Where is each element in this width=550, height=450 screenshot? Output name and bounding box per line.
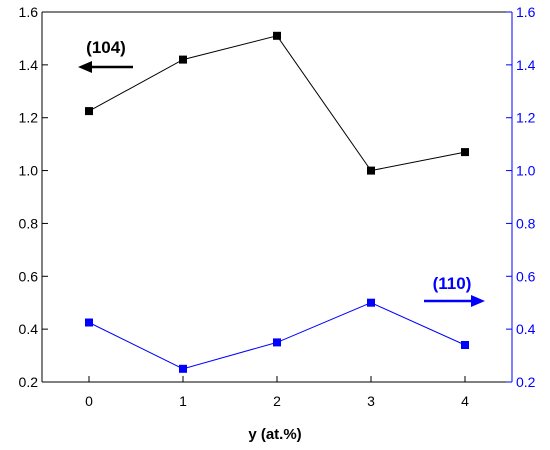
y-left-tick-label: 0.2	[19, 374, 39, 390]
annotation-110-label: (110)	[433, 274, 472, 293]
series-1-point	[367, 298, 375, 307]
y-left-tick-label: 1.4	[19, 57, 39, 73]
series-0-line	[88, 35, 466, 172]
y-right-tick-label: 1.4	[516, 57, 536, 73]
series-0-point	[367, 166, 375, 175]
y-right-tick-label: 0.4	[516, 321, 536, 337]
y-right-tick-label: 1.0	[516, 163, 536, 179]
y-right-tick-label: 1.6	[516, 4, 536, 20]
y-right-tick-label: 0.6	[516, 268, 536, 284]
y-left-tick-label: 1.6	[19, 4, 39, 20]
y-right-tick-label: 1.2	[516, 110, 536, 126]
annotation-104-arrow	[78, 61, 133, 73]
annotation-104-label: (104)	[86, 38, 126, 57]
x-tick-label: 4	[461, 393, 469, 409]
x-tick-label: 0	[85, 393, 93, 409]
series-1-point	[85, 318, 93, 327]
y-left-tick-label: 0.8	[19, 215, 39, 231]
y-left-tick-label: 1.2	[19, 110, 39, 126]
y-left-tick-label: 1.0	[19, 163, 39, 179]
y-right-tick-label: 0.8	[516, 215, 536, 231]
axes: 0.2 0.4 0.6 0.8 1.0 1.2 1.4 1.6 0.2 0.4 0.6 0.8 1.0 1…	[19, 4, 536, 409]
annotations: (104) (110)	[78, 38, 485, 307]
annotation-110-arrow	[424, 295, 485, 307]
series-0-point	[179, 55, 187, 64]
x-axis-title: y (at.%)	[248, 426, 301, 443]
series-1-point	[461, 341, 469, 349]
y-left-tick-label: 0.6	[19, 268, 39, 284]
series-1-point	[179, 364, 187, 373]
series-0-point	[273, 31, 281, 40]
x-tick-label: 3	[367, 393, 375, 409]
x-tick-label: 2	[273, 393, 281, 409]
series-1-line	[88, 302, 466, 370]
series-0-point	[461, 148, 469, 157]
x-tick-label: 1	[179, 393, 187, 409]
y-right-tick-label: 0.2	[516, 374, 536, 390]
series-layer	[85, 31, 469, 373]
series-1-point	[273, 338, 281, 347]
series-0-point	[85, 107, 93, 116]
y-left-tick-label: 0.4	[19, 321, 39, 337]
